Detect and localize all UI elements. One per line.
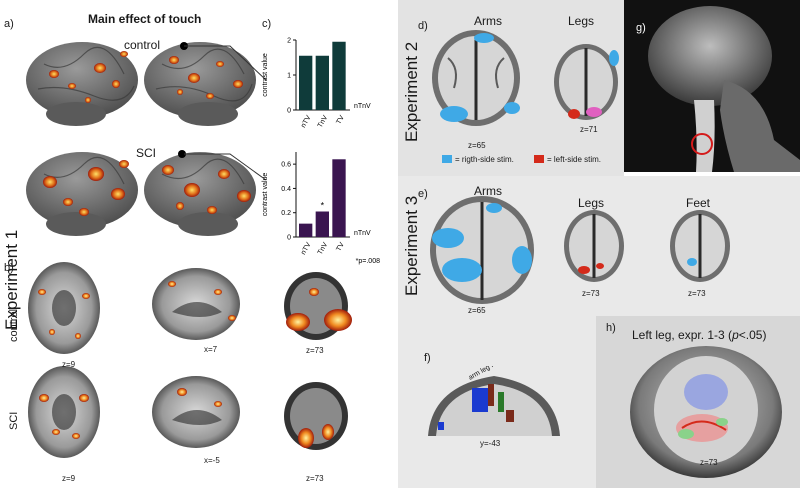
- experiment3-label: Experiment 3: [402, 195, 421, 296]
- slice-label-ctrl-z: z=73: [306, 346, 324, 355]
- y-axis-label: contrast value: [262, 53, 269, 97]
- panel-h-title-main: Left leg, expr. 1-3 (: [632, 328, 733, 342]
- legend-left-text: = left-side stim.: [547, 155, 602, 164]
- legend-left-swatch: [534, 155, 544, 163]
- panel-h-title: Left leg, expr. 1-3 (p<.05): [632, 328, 766, 342]
- y-tick-label: 0: [287, 108, 291, 115]
- surface-brains-panel-a: [26, 42, 256, 236]
- panel-e-z-feet: z=73: [688, 289, 706, 298]
- legend-right-text: = rigth-side stim.: [455, 155, 514, 164]
- x-tick-label: TV: [335, 241, 346, 253]
- panel-b-label: b): [4, 262, 14, 274]
- panel-e-legs: Legs: [578, 196, 605, 210]
- y-tick-label: 1: [287, 73, 291, 80]
- x-tick-label: TV: [335, 114, 346, 126]
- y-tick-label: 0: [287, 235, 291, 242]
- bar-TnV: [315, 55, 329, 110]
- y-tick-label: 0.4: [281, 186, 291, 193]
- significance-star: *: [321, 201, 325, 211]
- group-sci-label: SCI: [136, 146, 157, 160]
- brains-panel-e: [430, 196, 730, 304]
- slice-label-sci-z: z=73: [306, 474, 324, 483]
- baseline-label: nTnV: [354, 103, 371, 110]
- group-sci-side-label: SCI: [8, 411, 20, 430]
- group-control-label: control: [124, 38, 161, 52]
- legend-right-swatch: [442, 155, 452, 163]
- panel-h-label: h): [606, 322, 616, 334]
- panel-d-z-arms: z=65: [468, 141, 486, 150]
- y-tick-label: 0.6: [281, 162, 291, 169]
- slice-label-ctrl-sag: x=7: [204, 345, 218, 354]
- y-tick-label: 0.2: [281, 210, 291, 217]
- group-control-side-label: control: [8, 308, 20, 342]
- panel-d-legs: Legs: [568, 14, 595, 28]
- y-tick-label: 2: [287, 38, 291, 45]
- figure-title: Main effect of touch: [88, 12, 202, 26]
- brain-slices-panel-b: [28, 262, 352, 458]
- panel-a-label: a): [4, 18, 14, 30]
- baseline-label: nTnV: [354, 230, 371, 237]
- slice-label-ctrl-axial: z=9: [62, 360, 76, 369]
- brains-panel-d: [432, 30, 619, 126]
- panel-e-z-arms: z=65: [468, 306, 486, 315]
- mri-panel-g: [624, 0, 800, 172]
- panel-d-arms: Arms: [474, 14, 502, 28]
- panel-e-label: e): [418, 188, 428, 200]
- footnote: *p=.008: [356, 258, 380, 265]
- brain-control-left: [26, 42, 138, 118]
- panel-e-z-legs: z=73: [582, 289, 600, 298]
- y-axis-label: contrast value: [262, 173, 269, 217]
- brain-sci-left: [26, 152, 138, 228]
- panel-e-arms: Arms: [474, 184, 502, 198]
- panel-f-y-label: y=-43: [480, 439, 501, 448]
- bar-TV: [332, 41, 346, 110]
- mri-sagittal-image: [648, 6, 800, 172]
- coronal-slice-panel-f: arm leg foot: [428, 366, 560, 436]
- bar-TV: [332, 159, 346, 237]
- bar-nTV: [299, 223, 313, 237]
- mri-highlight-circle: [691, 133, 713, 155]
- panel-h-title-end: <.05): [738, 328, 767, 342]
- panel-h-z: z=73: [700, 458, 718, 467]
- slice-label-sci-axial: z=9: [62, 474, 76, 483]
- experiment2-label: Experiment 2: [402, 41, 421, 142]
- panel-c-label: c): [262, 18, 272, 30]
- panel-f-label: f): [424, 352, 431, 364]
- connector-lines: [184, 45, 267, 181]
- x-tick-label: TnV: [317, 114, 330, 129]
- slice-label-sci-sag: x=-5: [204, 456, 220, 465]
- x-tick-label: nTV: [300, 114, 313, 129]
- panel-d-label: d): [418, 20, 428, 32]
- bar-TnV: [315, 211, 329, 237]
- panel-h-title-p: p: [732, 328, 739, 342]
- panel-d-z-legs: z=71: [580, 125, 598, 134]
- panel-e-feet: Feet: [686, 196, 711, 210]
- bar-nTV: [299, 55, 313, 110]
- chart-top: contrast value 0 1 2 nTV TnV TV nTnV: [262, 38, 371, 130]
- brain-3d-panel-h: [630, 346, 782, 478]
- panel-g-label: g): [636, 22, 646, 34]
